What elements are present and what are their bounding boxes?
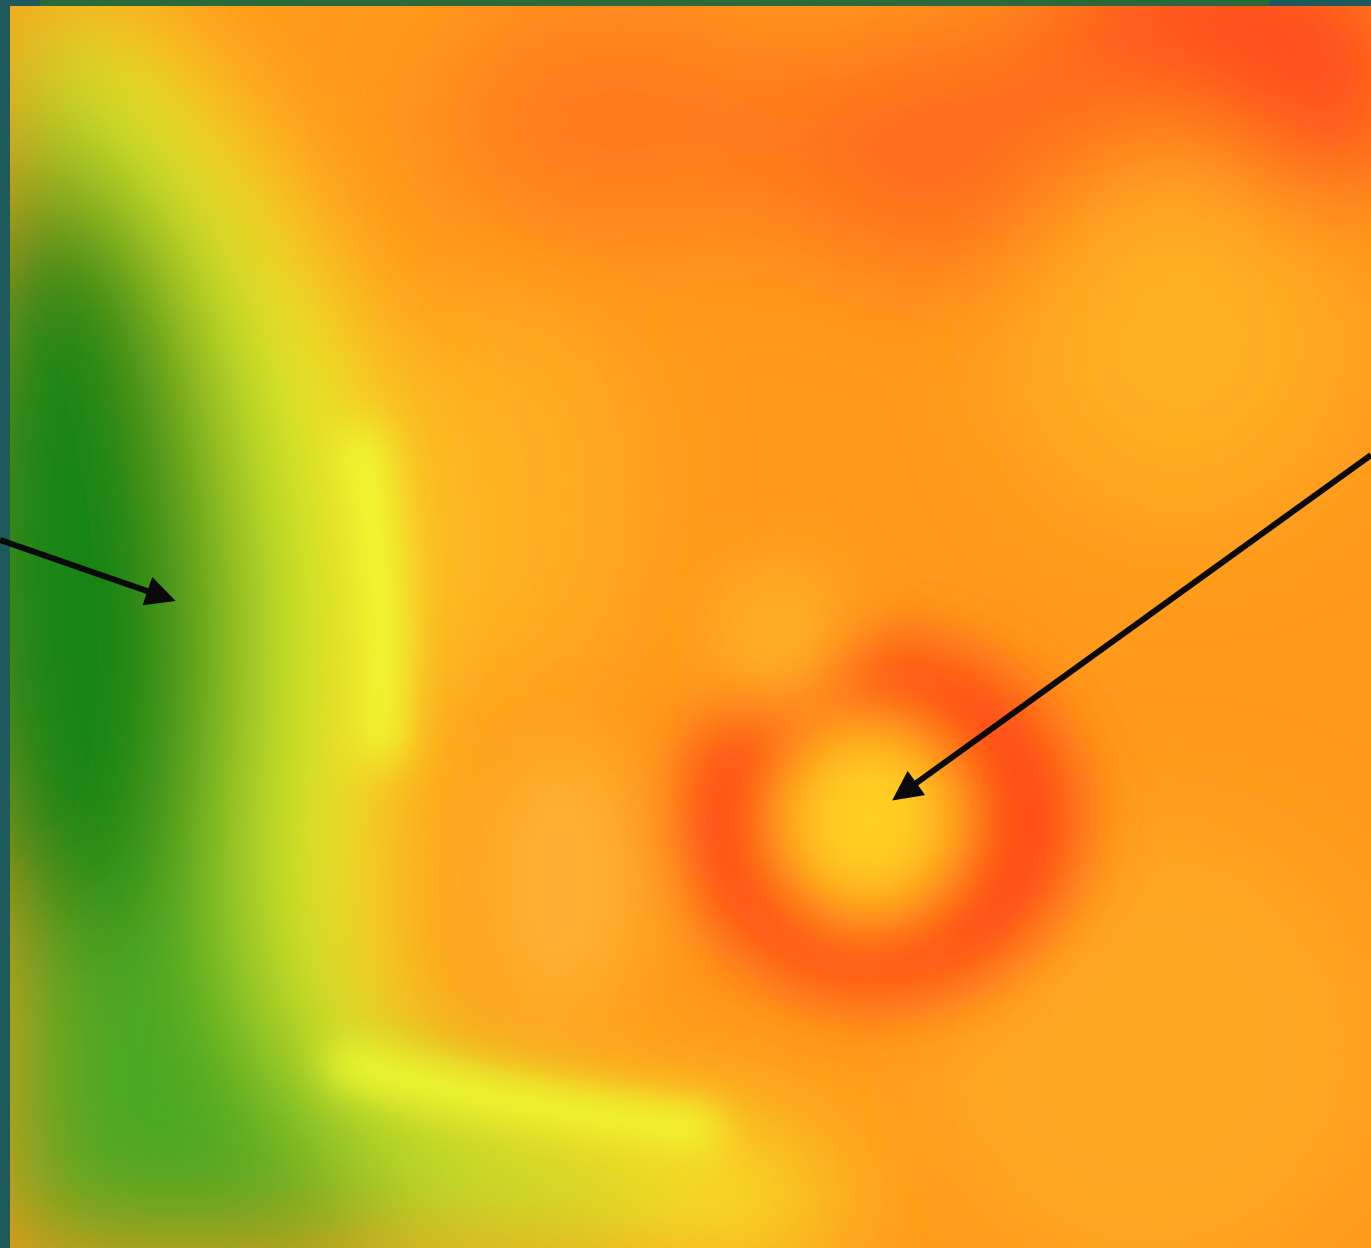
page bbox=[0, 0, 1371, 1248]
frame-top bbox=[40, 0, 1270, 6]
raster bbox=[0, 0, 1371, 1248]
elevation-map bbox=[0, 0, 1371, 1248]
